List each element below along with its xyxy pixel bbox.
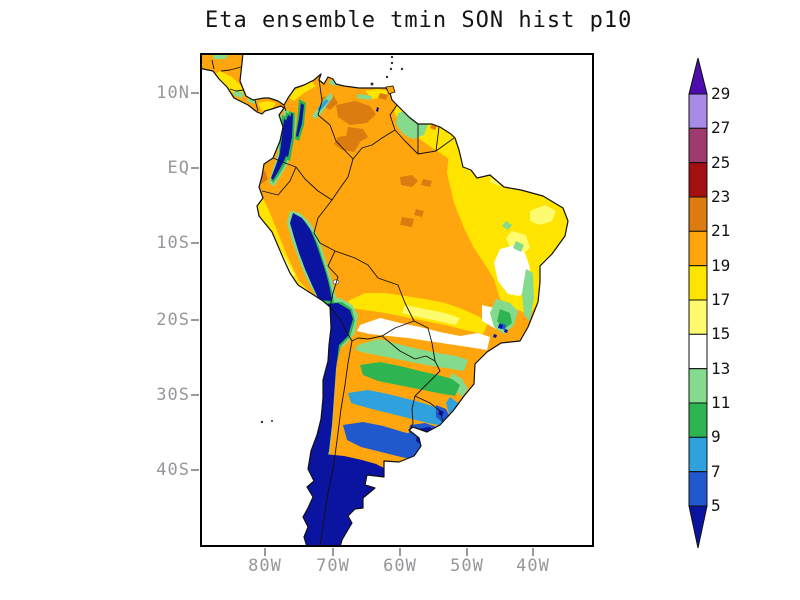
lon-label-60w: 60W <box>383 556 417 576</box>
lon-tick-80w <box>264 548 266 556</box>
colorbar-label-25: 25 <box>711 153 731 172</box>
plot-title: Eta ensemble tmin SON hist p10 <box>205 8 633 33</box>
lat-tick-10n <box>191 92 199 94</box>
temperature-field <box>200 53 568 547</box>
colorbar-arrow-top <box>688 57 708 95</box>
colorbar-label-7: 7 <box>711 462 721 481</box>
colorbar-label-19: 19 <box>711 256 731 275</box>
colorbar-arrow-bottom <box>688 505 708 549</box>
lat-tick-eq <box>191 167 199 169</box>
lat-label-eq: EQ <box>167 158 190 178</box>
colorbar-label-29: 29 <box>711 84 731 103</box>
lon-tick-70w <box>332 548 334 556</box>
zone-light-green <box>212 53 534 397</box>
lat-tick-20s <box>191 319 199 321</box>
colorbar-label-27: 27 <box>711 118 731 137</box>
lat-label-20s: 20S <box>156 310 190 330</box>
colorbar-label-13: 13 <box>711 359 731 378</box>
lon-label-40w: 40W <box>516 556 550 576</box>
colorbar-label-15: 15 <box>711 324 731 343</box>
lon-tick-50w <box>466 548 468 556</box>
lat-label-40s: 40S <box>156 460 190 480</box>
lat-label-10s: 10S <box>156 233 190 253</box>
lon-label-80w: 80W <box>248 556 282 576</box>
colorbar-label-11: 11 <box>711 393 731 412</box>
trinidad-island <box>385 85 396 95</box>
lon-tick-40w <box>532 548 534 556</box>
lon-tick-60w <box>399 548 401 556</box>
colorbar-label-23: 23 <box>711 187 731 206</box>
islands <box>260 55 404 424</box>
colorbar-label-5: 5 <box>711 496 721 515</box>
lat-tick-10s <box>191 242 199 244</box>
colorbar-label-17: 17 <box>711 290 731 309</box>
lat-label-30s: 30S <box>156 385 190 405</box>
lon-label-50w: 50W <box>450 556 484 576</box>
lat-tick-40s <box>191 469 199 471</box>
colorbar-label-9: 9 <box>711 427 721 446</box>
lat-tick-30s <box>191 394 199 396</box>
colorbar-label-21: 21 <box>711 221 731 240</box>
map-frame <box>200 53 594 547</box>
colorbar <box>688 57 708 549</box>
country-borders <box>211 59 455 547</box>
coastline <box>200 53 569 547</box>
lon-label-70w: 70W <box>316 556 350 576</box>
map-plot <box>200 53 594 547</box>
lat-label-10n: 10N <box>156 83 190 103</box>
